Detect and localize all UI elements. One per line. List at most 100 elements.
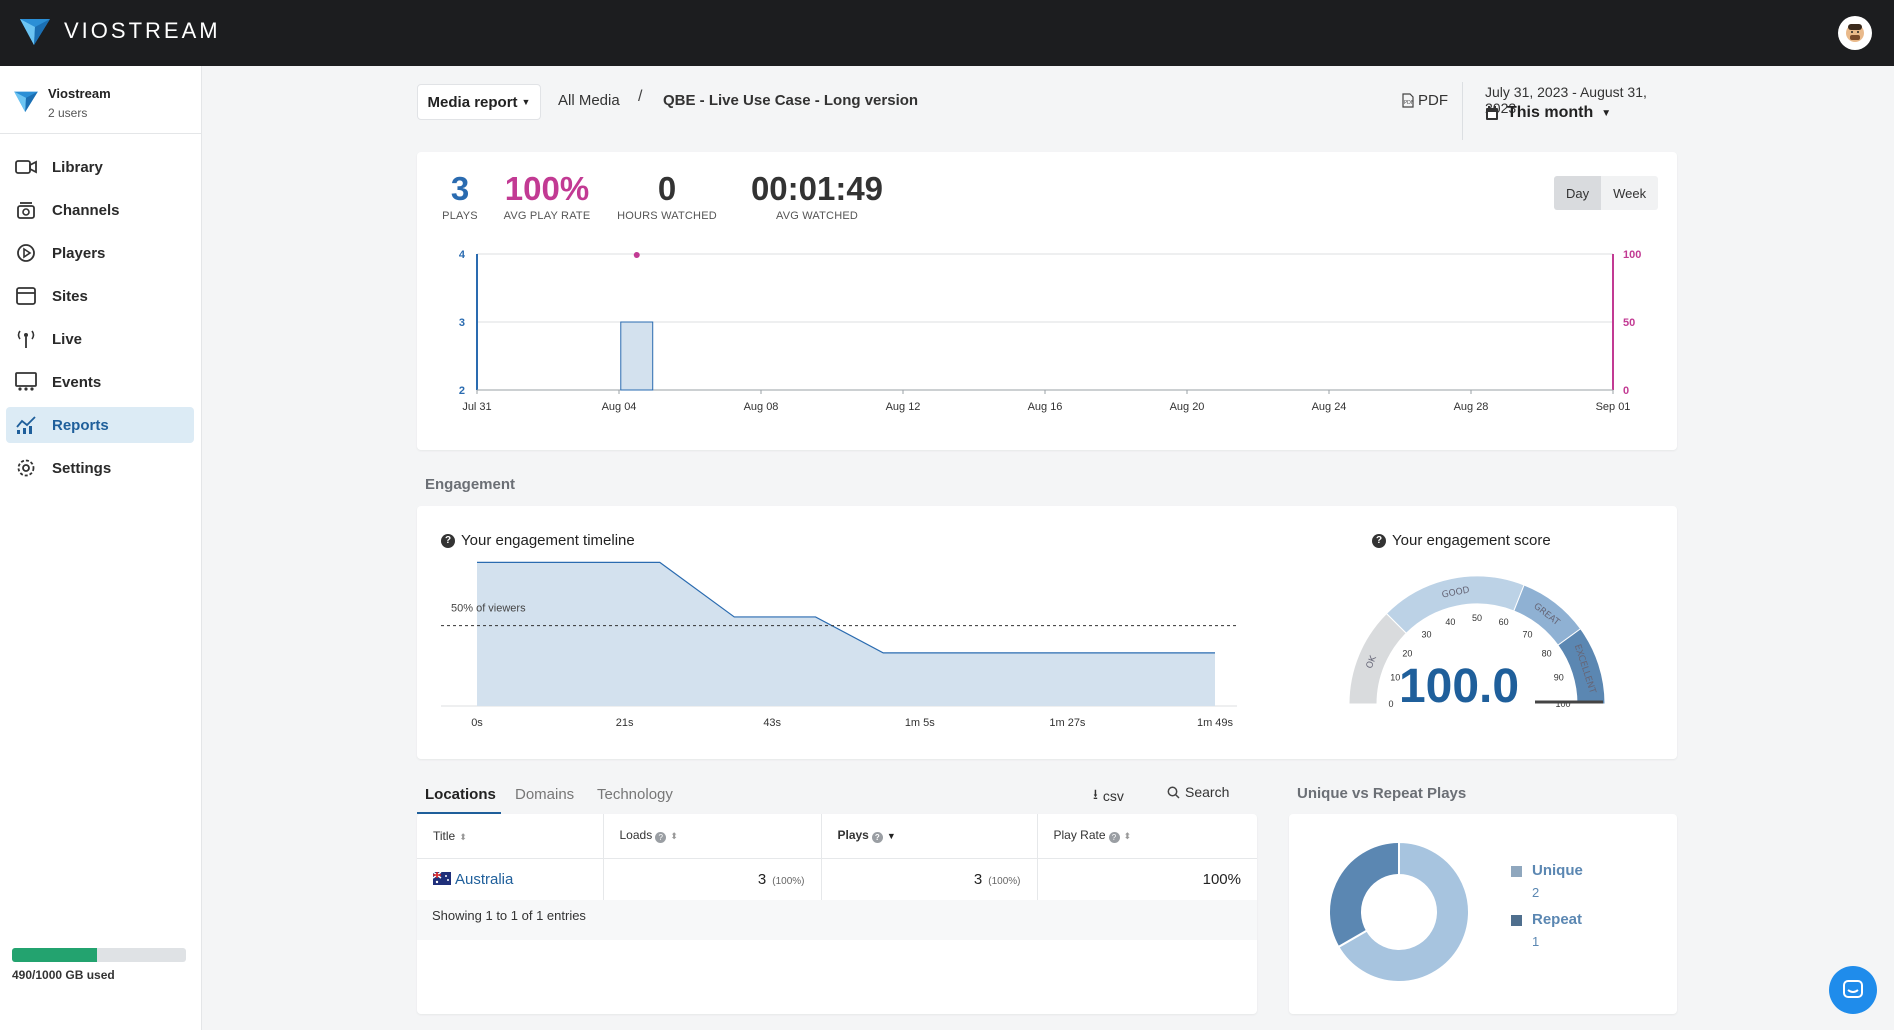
engagement-area — [477, 562, 1215, 706]
tab-technology[interactable]: Technology — [597, 786, 673, 803]
x-tick-label: Aug 28 — [1454, 401, 1489, 413]
user-avatar[interactable] — [1838, 16, 1872, 50]
stat-hours: 0 HOURS WATCHED — [612, 170, 722, 222]
column-header-play-rate[interactable]: Play Rate? ⬍ — [1037, 814, 1257, 859]
gauge-tick-label: 60 — [1499, 617, 1509, 627]
australia-flag-icon — [433, 871, 451, 885]
gauge-tick-label: 80 — [1542, 648, 1552, 658]
breadcrumb-all-media[interactable]: All Media — [558, 92, 620, 109]
download-icon: ⭳ — [1093, 786, 1098, 802]
stat-play-rate-value: 100% — [504, 170, 590, 207]
sidebar-nav: Library Channels Players Sites Live Even… — [6, 149, 194, 493]
tab-locations[interactable]: Locations — [425, 786, 496, 803]
breadcrumb-current-media: QBE - Live Use Case - Long version — [663, 92, 919, 109]
x-tick-label: Jul 31 — [462, 401, 491, 413]
engagement-line — [477, 561, 1215, 654]
pdf-export-button[interactable]: PDF PDF — [1402, 92, 1448, 109]
sidebar-item-label: Live — [52, 330, 83, 348]
storage-bar-fill — [12, 948, 98, 962]
search-button[interactable]: Search — [1167, 784, 1229, 800]
x-tick-label: Aug 24 — [1312, 401, 1347, 413]
sidebar-item-label: Reports — [52, 416, 109, 434]
column-header-title[interactable]: Title ⬍ — [417, 814, 604, 859]
sidebar-item-sites[interactable]: Sites — [6, 278, 194, 314]
legend-value-unique: 2 — [1532, 885, 1540, 900]
org-switcher[interactable]: Viostream 2 users — [0, 66, 202, 134]
column-header-loads[interactable]: Loads? ⬍ — [603, 814, 822, 859]
csv-label: csv — [1102, 788, 1124, 804]
score-title-text: Your engagement score — [1392, 532, 1551, 549]
engagement-timeline-chart: 50% of viewers 0s 21s 43s 1m 5s 1m 27s 1m 49s — [441, 561, 1237, 729]
active-tab-underline — [417, 812, 501, 814]
stats-card: 3 PLAYS 100% AVG PLAY RATE 0 HOURS WATCH… — [417, 152, 1677, 450]
chart-icon — [14, 413, 38, 437]
play-rate-point — [633, 252, 640, 258]
org-user-count: 2 users — [48, 106, 88, 120]
engagement-card: ? Your engagement timeline ? Your engage… — [417, 506, 1677, 759]
csv-export-button[interactable]: ⭳ csv — [1093, 784, 1124, 808]
uvr-title: Unique vs Repeat Plays — [1297, 785, 1467, 802]
stat-plays: 3 PLAYS — [435, 170, 485, 222]
plays-chart: 2 3 4 0 50 100 Jul 31 Aug 04 Aug 08 Aug 12 Aug 16 A… — [459, 249, 1641, 413]
toggle-week-button[interactable]: Week — [1601, 176, 1659, 210]
timeline-title: ? Your engagement timeline — [441, 532, 635, 549]
cell-plays: 3 (100%) — [821, 858, 1038, 901]
gauge-score-value: 100.0 — [1399, 660, 1519, 713]
gear-icon — [14, 456, 38, 480]
stat-play-rate-label: AVG PLAY RATE — [503, 210, 591, 222]
sidebar-item-channels[interactable]: Channels — [6, 192, 194, 228]
x-tick-label: 1m 49s — [1197, 717, 1234, 729]
reference-label: 50% of viewers — [451, 603, 526, 615]
legend-swatch-repeat — [1511, 915, 1522, 926]
sidebar-item-live[interactable]: Live — [6, 321, 194, 357]
gauge-tick-label: 20 — [1402, 648, 1412, 658]
search-label: Search — [1185, 784, 1230, 800]
locations-table: Title ⬍ Loads? ⬍ Plays? ▼ Play Rate? ⬍ Austr… — [417, 814, 1257, 901]
y-right-tick-label: 100 — [1623, 249, 1641, 261]
table-row: Australia 3 (100%) 3 (100%) 100% — [417, 858, 1257, 901]
gauge-tick-label: 70 — [1523, 629, 1533, 639]
pdf-file-icon: PDF — [1402, 93, 1414, 108]
sidebar-item-reports[interactable]: Reports — [6, 407, 194, 443]
column-header-plays[interactable]: Plays? ▼ — [821, 814, 1038, 859]
sidebar-item-label: Events — [52, 373, 102, 391]
sort-desc-icon: ▼ — [886, 831, 896, 842]
stat-plays-value: 3 — [450, 170, 470, 207]
uvr-card: Unique 2 Repeat 1 — [1289, 814, 1677, 1014]
browser-window-icon — [14, 284, 38, 308]
toggle-day-button[interactable]: Day — [1554, 176, 1602, 210]
legend-label-repeat: Repeat — [1532, 911, 1583, 928]
help-icon[interactable]: ? — [1372, 533, 1386, 548]
date-preset-dropdown[interactable]: This month ▼ — [1485, 104, 1611, 122]
sidebar-item-label: Settings — [52, 459, 112, 477]
stat-avg-watched-label: AVG WATCHED — [775, 210, 859, 222]
sidebar-item-library[interactable]: Library — [6, 149, 194, 185]
chat-support-button[interactable] — [1829, 966, 1877, 1014]
sidebar-item-label: Library — [52, 158, 103, 176]
locations-tabs: Locations Domains Technology ⭳ csv Searc… — [417, 776, 1257, 814]
stat-hours-label: HOURS WATCHED — [617, 210, 717, 222]
report-type-dropdown[interactable]: Media report ▼ — [417, 84, 541, 120]
tab-domains[interactable]: Domains — [515, 786, 575, 803]
gauge-tick-label: 50 — [1472, 613, 1482, 623]
help-icon[interactable]: ? — [441, 533, 455, 548]
sidebar-item-events[interactable]: Events — [6, 364, 194, 400]
timeline-title-text: Your engagement timeline — [461, 532, 635, 549]
gauge-tick-label: 0 — [1388, 699, 1393, 709]
caret-down-icon: ▼ — [521, 97, 531, 107]
y-left-tick-label: 4 — [459, 249, 466, 261]
report-type-label: Media report — [427, 93, 518, 111]
brand-logo[interactable]: VIOSTREAM — [20, 17, 221, 45]
sidebar-item-settings[interactable]: Settings — [6, 450, 194, 486]
location-link[interactable]: Australia — [455, 870, 514, 888]
help-icon: ? — [871, 832, 883, 844]
x-tick-label: 1m 27s — [1049, 717, 1086, 729]
header-divider — [1462, 82, 1463, 140]
video-camera-icon — [14, 155, 38, 179]
sidebar: Viostream 2 users Library Channels Playe… — [0, 66, 202, 1030]
pdf-label: PDF — [1418, 92, 1448, 109]
x-tick-label: Sep 01 — [1596, 401, 1631, 413]
sidebar-item-players[interactable]: Players — [6, 235, 194, 271]
storage-label: 490/1000 GB used — [12, 968, 115, 982]
